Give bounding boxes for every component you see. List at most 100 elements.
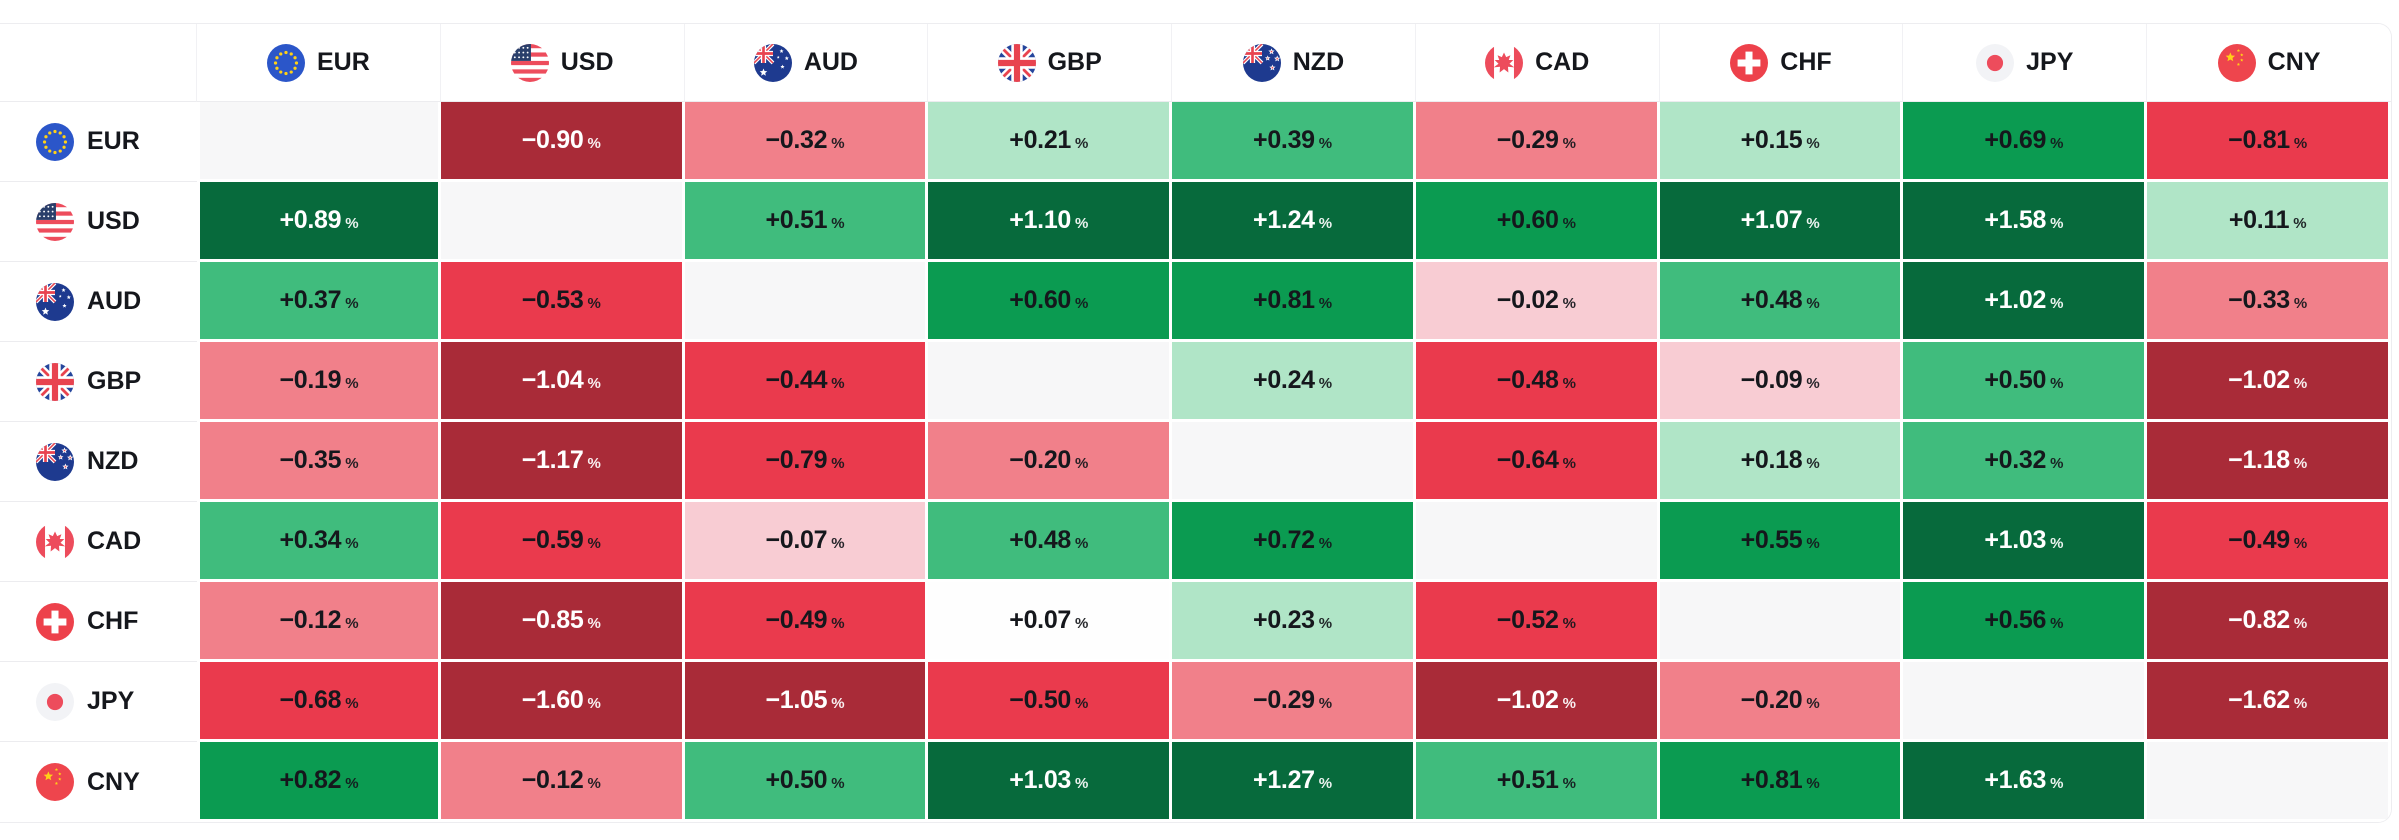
cell-value: −0.20	[1009, 446, 1072, 474]
percent-suffix: %	[345, 295, 359, 312]
cell-cad-cny[interactable]: −0.49%	[2147, 502, 2391, 582]
percent-suffix: %	[1075, 455, 1089, 472]
cell-gbp-usd[interactable]: −1.04%	[440, 342, 685, 422]
cell-gbp-jpy[interactable]: +0.50%	[1903, 342, 2148, 422]
cell-value: −0.32	[765, 126, 828, 154]
row-header-label: JPY	[87, 687, 135, 715]
cell-value: +0.11	[2228, 206, 2290, 234]
cell-jpy-usd[interactable]: −1.60%	[440, 662, 685, 742]
cell-eur-nzd[interactable]: +0.39%	[1172, 102, 1416, 182]
cell-value: −0.12	[279, 606, 342, 634]
cell-nzd-cny[interactable]: −1.18%	[2147, 422, 2391, 502]
cell-cny-gbp[interactable]: +1.03%	[928, 742, 1173, 822]
cell-eur-jpy[interactable]: +0.69%	[1903, 102, 2148, 182]
aud-flag-icon	[753, 43, 792, 82]
cell-aud-eur[interactable]: +0.37%	[197, 262, 441, 342]
cell-chf-jpy[interactable]: +0.56%	[1903, 582, 2148, 662]
cell-gbp-cny[interactable]: −1.02%	[2147, 342, 2391, 422]
cell-cad-nzd[interactable]: +0.72%	[1172, 502, 1416, 582]
percent-suffix: %	[831, 775, 845, 792]
cell-gbp-cad[interactable]: −0.48%	[1415, 342, 1660, 422]
cell-cad-aud[interactable]: −0.07%	[684, 502, 929, 582]
percent-suffix: %	[2050, 775, 2064, 792]
cell-cad-jpy[interactable]: +1.03%	[1903, 502, 2148, 582]
nzd-flag-icon	[36, 442, 74, 481]
cell-chf-nzd[interactable]: +0.23%	[1172, 582, 1416, 662]
row-header-label: CAD	[87, 527, 142, 555]
percent-suffix: %	[1806, 215, 1820, 232]
cell-gbp-chf[interactable]: −0.09%	[1659, 342, 1904, 422]
cell-gbp-nzd[interactable]: +0.24%	[1172, 342, 1416, 422]
cell-chf-gbp[interactable]: +0.07%	[928, 582, 1173, 662]
cell-usd-cad[interactable]: +0.60%	[1415, 182, 1660, 262]
percent-suffix: %	[1806, 455, 1820, 472]
cell-eur-chf[interactable]: +0.15%	[1659, 102, 1904, 182]
percent-suffix: %	[1806, 375, 1820, 392]
cell-eur-aud[interactable]: −0.32%	[684, 102, 929, 182]
percent-suffix: %	[587, 695, 601, 712]
cell-cny-usd[interactable]: −0.12%	[440, 742, 685, 822]
column-header-nzd: NZD	[1172, 24, 1416, 102]
cell-cny-aud[interactable]: +0.50%	[684, 742, 929, 822]
cell-aud-jpy[interactable]: +1.02%	[1903, 262, 2148, 342]
cell-nzd-usd[interactable]: −1.17%	[440, 422, 685, 502]
cell-nzd-aud[interactable]: −0.79%	[684, 422, 929, 502]
cell-cad-usd[interactable]: −0.59%	[440, 502, 685, 582]
cell-cad-eur[interactable]: +0.34%	[197, 502, 441, 582]
cell-nzd-cad[interactable]: −0.64%	[1415, 422, 1660, 502]
cell-jpy-aud[interactable]: −1.05%	[684, 662, 929, 742]
cell-nzd-chf[interactable]: +0.18%	[1659, 422, 1904, 502]
cad-flag-icon	[1485, 43, 1524, 82]
cell-cad-gbp[interactable]: +0.48%	[928, 502, 1173, 582]
cell-usd-nzd[interactable]: +1.24%	[1172, 182, 1416, 262]
cell-chf-eur[interactable]: −0.12%	[197, 582, 441, 662]
cell-gbp-aud[interactable]: −0.44%	[684, 342, 929, 422]
eur-flag-icon	[36, 122, 74, 161]
cell-aud-chf[interactable]: +0.48%	[1659, 262, 1904, 342]
cell-cny-eur[interactable]: +0.82%	[197, 742, 441, 822]
cell-eur-gbp[interactable]: +0.21%	[928, 102, 1173, 182]
cell-aud-gbp[interactable]: +0.60%	[928, 262, 1173, 342]
cell-nzd-jpy[interactable]: +0.32%	[1903, 422, 2148, 502]
cell-usd-eur[interactable]: +0.89%	[197, 182, 441, 262]
percent-suffix: %	[345, 535, 359, 552]
cell-cny-chf[interactable]: +0.81%	[1659, 742, 1904, 822]
cell-jpy-cad[interactable]: −1.02%	[1415, 662, 1660, 742]
cell-value: +1.03	[1984, 526, 2047, 554]
row-header-label: USD	[87, 207, 140, 235]
cell-cny-jpy[interactable]: +1.63%	[1903, 742, 2148, 822]
cell-value: +0.15	[1740, 126, 1803, 154]
cell-jpy-eur[interactable]: −0.68%	[197, 662, 441, 742]
cell-cny-nzd[interactable]: +1.27%	[1172, 742, 1416, 822]
cell-value: −1.18	[2228, 446, 2290, 474]
cell-aud-cny[interactable]: −0.33%	[2147, 262, 2391, 342]
cell-gbp-eur[interactable]: −0.19%	[197, 342, 441, 422]
cell-chf-usd[interactable]: −0.85%	[440, 582, 685, 662]
cell-aud-nzd[interactable]: +0.81%	[1172, 262, 1416, 342]
cell-usd-cny[interactable]: +0.11%	[2147, 182, 2391, 262]
cell-chf-cny[interactable]: −0.82%	[2147, 582, 2391, 662]
cell-jpy-gbp[interactable]: −0.50%	[928, 662, 1173, 742]
cell-nzd-gbp[interactable]: −0.20%	[928, 422, 1173, 502]
cell-eur-usd[interactable]: −0.90%	[440, 102, 685, 182]
cell-usd-jpy[interactable]: +1.58%	[1903, 182, 2148, 262]
cell-cny-cad[interactable]: +0.51%	[1415, 742, 1660, 822]
cell-aud-usd[interactable]: −0.53%	[440, 262, 685, 342]
heatmap-row-cny: CNY +0.82% −0.12% +0.50% +1.03% +1.27% +0.51% +…	[0, 742, 2391, 822]
cell-value: +0.48	[1009, 526, 1072, 554]
cell-chf-aud[interactable]: −0.49%	[684, 582, 929, 662]
cell-usd-chf[interactable]: +1.07%	[1659, 182, 1904, 262]
cell-jpy-nzd[interactable]: −0.29%	[1172, 662, 1416, 742]
cell-aud-cad[interactable]: −0.02%	[1415, 262, 1660, 342]
cell-nzd-eur[interactable]: −0.35%	[197, 422, 441, 502]
cell-usd-gbp[interactable]: +1.10%	[928, 182, 1173, 262]
cell-usd-aud[interactable]: +0.51%	[684, 182, 929, 262]
cell-value: −0.09	[1740, 366, 1803, 394]
cell-chf-cad[interactable]: −0.52%	[1415, 582, 1660, 662]
cell-cad-chf[interactable]: +0.55%	[1659, 502, 1904, 582]
cell-value: +1.03	[1009, 766, 1072, 794]
cell-jpy-cny[interactable]: −1.62%	[2147, 662, 2391, 742]
cell-eur-cny[interactable]: −0.81%	[2147, 102, 2391, 182]
cell-jpy-chf[interactable]: −0.20%	[1659, 662, 1904, 742]
cell-eur-cad[interactable]: −0.29%	[1415, 102, 1660, 182]
